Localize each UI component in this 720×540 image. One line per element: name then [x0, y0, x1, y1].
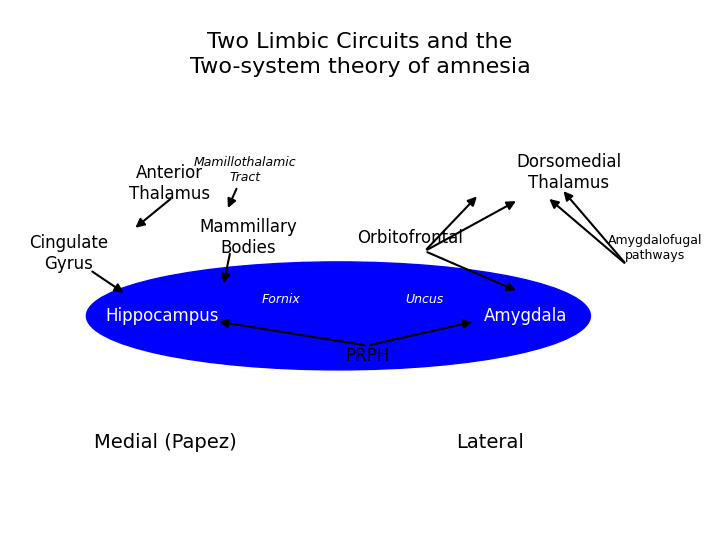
Text: Medial (Papez): Medial (Papez)	[94, 433, 237, 453]
Text: Orbitofrontal: Orbitofrontal	[357, 228, 464, 247]
Text: Lateral: Lateral	[456, 433, 523, 453]
Text: Two Limbic Circuits and the: Two Limbic Circuits and the	[207, 32, 513, 52]
Text: Cingulate
Gyrus: Cingulate Gyrus	[29, 234, 108, 273]
Text: Anterior
Thalamus: Anterior Thalamus	[129, 164, 210, 203]
Text: Amygdalofugal
pathways: Amygdalofugal pathways	[608, 234, 703, 262]
Text: Uncus: Uncus	[405, 293, 444, 306]
Text: Fornix: Fornix	[261, 293, 300, 306]
Text: Hippocampus: Hippocampus	[105, 307, 219, 325]
Text: Two-system theory of amnesia: Two-system theory of amnesia	[189, 57, 531, 77]
Ellipse shape	[86, 262, 590, 370]
Text: Mammillary
Bodies: Mammillary Bodies	[199, 218, 297, 257]
Text: Dorsomedial
Thalamus: Dorsomedial Thalamus	[516, 153, 621, 192]
Text: PRPH: PRPH	[345, 347, 390, 366]
Text: Mamillothalamic
Tract: Mamillothalamic Tract	[194, 156, 296, 184]
Text: Amygdala: Amygdala	[484, 307, 567, 325]
